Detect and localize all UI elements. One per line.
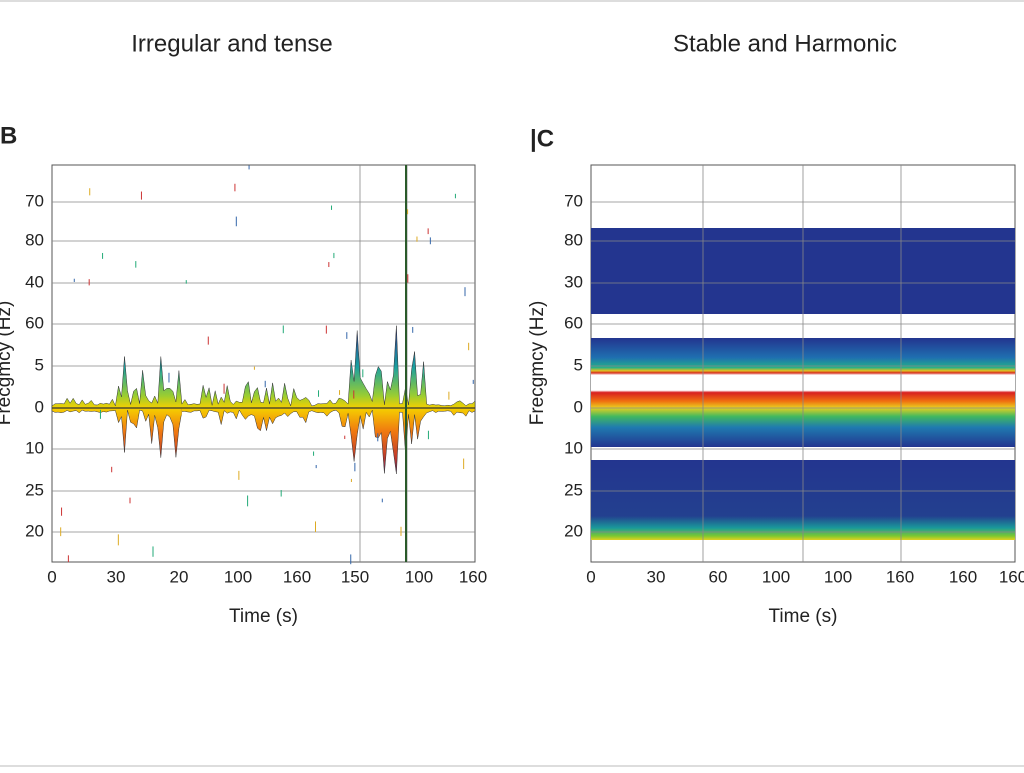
y-tick-label: 20 — [25, 521, 44, 540]
spectrum-lower — [51, 407, 476, 474]
x-tick-label: 100 — [762, 567, 790, 586]
y-tick-label: 70 — [25, 191, 44, 210]
x-tick-label: 150 — [341, 567, 369, 586]
plot-area — [51, 164, 476, 563]
y-tick-label: 10 — [564, 438, 583, 457]
panel: Stable and Harmonic |C 70 80 30 60 5 0 10 25 20 0 30… — [527, 30, 1024, 627]
chart-title: Irregular and tense — [131, 30, 332, 57]
y-axis-label: Frecgmcy (Hz) — [527, 301, 548, 426]
y-tick-label: 5 — [574, 355, 583, 374]
y-tick-label: 20 — [564, 521, 583, 540]
panel-label: B — [0, 122, 17, 149]
y-tick-label: 25 — [564, 480, 583, 499]
y-tick-label: 40 — [25, 272, 44, 291]
y-tick-label: 0 — [35, 397, 44, 416]
panel: Irregular and tense B 70 80 40 60 5 0 10 25 20 0 30 2… — [0, 30, 487, 627]
y-tick-label: 5 — [35, 355, 44, 374]
x-tick-label: 100 — [224, 567, 252, 586]
x-tick-label: 160 — [886, 567, 914, 586]
x-tick-label: 30 — [647, 567, 666, 586]
chart-title: Stable and Harmonic — [673, 30, 897, 57]
y-tick-label: 10 — [25, 438, 44, 457]
y-tick-label: 0 — [574, 397, 583, 416]
x-tick-label: 160 — [949, 567, 977, 586]
x-tick-label: 20 — [170, 567, 189, 586]
x-axis-label: Time (s) — [229, 606, 298, 627]
x-tick-label: 60 — [709, 567, 728, 586]
panel-label: |C — [530, 125, 554, 152]
x-tick-label: 160 — [459, 567, 487, 586]
x-tick-label: 30 — [107, 567, 126, 586]
y-tick-label: 80 — [25, 230, 44, 249]
x-tick-label: 160 — [283, 567, 311, 586]
x-axis-label: Time (s) — [769, 606, 838, 627]
y-tick-label: 70 — [564, 191, 583, 210]
x-tick-label: 0 — [586, 567, 595, 586]
x-tick-label: 160 — [999, 567, 1024, 586]
spectrum-upper — [51, 325, 476, 409]
y-tick-label: 30 — [564, 272, 583, 291]
x-tick-label: 100 — [824, 567, 852, 586]
x-tick-label: 0 — [47, 567, 56, 586]
y-axis-label: Frecgmcy (Hz) — [0, 301, 15, 426]
y-tick-label: 25 — [25, 480, 44, 499]
y-tick-label: 80 — [564, 230, 583, 249]
x-tick-label: 100 — [405, 567, 433, 586]
y-tick-label: 60 — [564, 313, 583, 332]
y-tick-label: 60 — [25, 313, 44, 332]
